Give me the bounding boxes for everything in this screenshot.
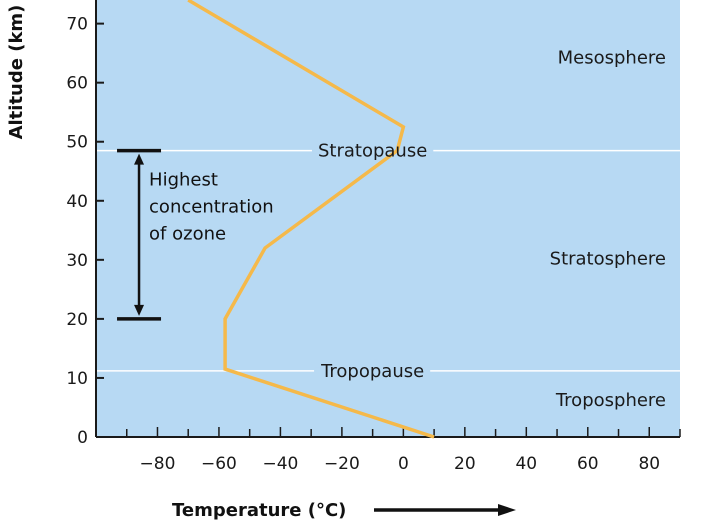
y-tick-label: 30	[66, 251, 88, 271]
layer-labels: Troposphere Stratosphere Mesosphere	[550, 47, 666, 411]
layer-label: Stratosphere	[550, 249, 666, 270]
x-tick-label: 40	[515, 454, 537, 474]
layer-label: Troposphere	[555, 390, 666, 411]
boundary-lines	[96, 147, 680, 374]
boundary-label-gap	[311, 147, 434, 154]
boundary-labels: Tropopause Stratopause	[318, 141, 427, 382]
x-tick-label: 20	[454, 454, 476, 474]
x-tick-label: 0	[398, 454, 409, 474]
layer-label: Mesosphere	[558, 47, 666, 68]
ticks: 0 10 20 30 40 50 60 70 −80 −60 −40 −20 0 20 40 60 80	[66, 15, 681, 474]
y-tick-label: 20	[66, 310, 88, 330]
axes	[95, 0, 680, 438]
x-tick-label: −20	[324, 454, 360, 474]
boundary-label-gap	[314, 367, 431, 374]
x-tick-label: 80	[638, 454, 660, 474]
x-tick-label: −60	[201, 454, 237, 474]
x-tick-label: 60	[577, 454, 599, 474]
x-tick-label: −80	[140, 454, 176, 474]
boundary-label: Stratopause	[318, 141, 427, 162]
temperature-profile-line	[187, 0, 435, 439]
y-tick-label: 40	[66, 192, 88, 212]
plot-background	[96, 0, 680, 437]
x-tick-label: −40	[262, 454, 298, 474]
y-tick-label: 70	[66, 15, 88, 35]
y-axis-title: Altitude (km)	[6, 5, 27, 140]
boundary-label: Tropopause	[320, 361, 424, 382]
y-tick-label: 0	[77, 428, 88, 448]
y-tick-label: 60	[66, 74, 88, 94]
ozone-label-line: concentration	[149, 197, 274, 218]
ozone-label-line: Highest	[149, 170, 218, 191]
ozone-annotation: Highest concentration of ozone	[117, 148, 274, 321]
x-axis-arrow	[374, 504, 516, 516]
ozone-label-line: of ozone	[149, 224, 226, 245]
y-tick-label: 50	[66, 133, 88, 153]
ozone-arrow-head-up	[134, 153, 145, 165]
x-axis-title: Temperature (°C)	[172, 500, 346, 521]
ozone-arrow-head-down	[134, 304, 145, 316]
y-tick-label: 10	[66, 369, 88, 389]
